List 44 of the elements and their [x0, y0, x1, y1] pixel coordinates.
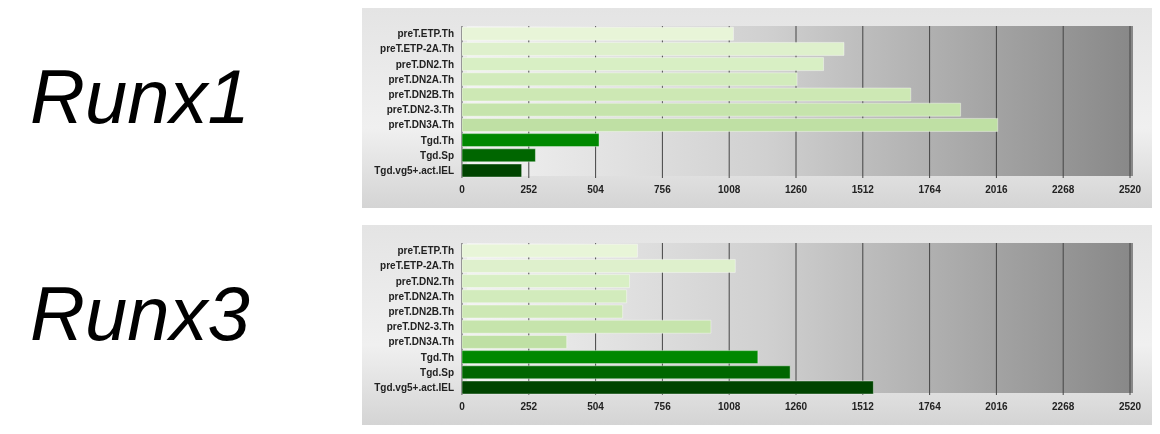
x-tick-label: 756 — [654, 401, 672, 413]
x-tick-label: 756 — [654, 184, 672, 196]
x-tick-label: 2520 — [1118, 401, 1142, 413]
x-tick-label: 1764 — [918, 401, 942, 413]
x-tick-label: 2520 — [1118, 184, 1142, 196]
x-tick-label: 1260 — [784, 401, 808, 413]
y-tick-label: Tgd.Th — [420, 351, 454, 363]
x-tick-label: 1008 — [718, 184, 741, 196]
y-tick-label: preT.DN2B.Th — [388, 305, 454, 317]
x-tick-label: 0 — [459, 184, 466, 196]
y-tick-label: preT.DN3A.Th — [388, 119, 454, 131]
x-tick-label: 1512 — [851, 401, 875, 413]
y-tick-label: preT.ETP.Th — [397, 28, 454, 40]
x-tick-label: 2268 — [1052, 184, 1075, 196]
y-tick-label: Tgd.Sp — [420, 366, 454, 378]
y-tick-label: preT.DN2B.Th — [388, 88, 454, 100]
y-tick-label: preT.ETP-2A.Th — [380, 43, 454, 55]
y-tick-label: preT.ETP-2A.Th — [380, 260, 454, 272]
x-tick-label: 2016 — [985, 184, 1008, 196]
y-tick-label: preT.DN3A.Th — [388, 336, 454, 348]
y-tick-label: preT.DN2-3.Th — [386, 104, 454, 116]
x-tick-label: 504 — [587, 401, 605, 413]
y-tick-label: preT.DN2A.Th — [388, 290, 454, 302]
x-tick-label: 252 — [520, 184, 538, 196]
x-tick-label: 1008 — [718, 401, 741, 413]
x-tick-label: 2016 — [985, 401, 1008, 413]
x-tick-label: 0 — [459, 401, 466, 413]
y-tick-label: preT.DN2.Th — [395, 275, 454, 287]
x-tick-label: 504 — [587, 184, 605, 196]
y-tick-label: preT.DN2A.Th — [388, 73, 454, 85]
chart-title: Runx1 — [30, 53, 250, 140]
x-tick-label: 1512 — [851, 184, 875, 196]
y-tick-label: Tgd.Sp — [420, 149, 454, 161]
x-tick-label: 2268 — [1052, 401, 1075, 413]
y-tick-label: preT.ETP.Th — [397, 245, 454, 257]
y-tick-label: preT.DN2-3.Th — [386, 321, 454, 333]
x-tick-label: 252 — [520, 401, 538, 413]
chart-title: Runx3 — [30, 270, 250, 357]
x-tick-label: 1260 — [784, 184, 808, 196]
y-tick-label: preT.DN2.Th — [395, 58, 454, 70]
y-tick-label: Tgd.Th — [420, 134, 454, 146]
y-tick-label: Tgd.vg5+.act.IEL — [374, 164, 454, 176]
y-tick-label: Tgd.vg5+.act.IEL — [374, 381, 454, 393]
x-tick-label: 1764 — [918, 184, 942, 196]
